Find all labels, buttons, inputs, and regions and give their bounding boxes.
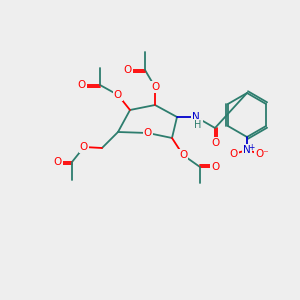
Text: O: O xyxy=(151,82,159,92)
Text: O: O xyxy=(144,128,152,138)
Text: O: O xyxy=(211,162,219,172)
Text: O: O xyxy=(124,65,132,75)
Text: N: N xyxy=(243,145,251,155)
Text: O: O xyxy=(114,90,122,100)
Text: O: O xyxy=(179,150,187,160)
Text: O: O xyxy=(230,149,238,159)
Text: O: O xyxy=(211,138,219,148)
Text: O: O xyxy=(78,80,86,90)
Text: O: O xyxy=(54,157,62,167)
Text: H: H xyxy=(194,120,202,130)
Text: N: N xyxy=(192,112,200,122)
Text: O: O xyxy=(80,142,88,152)
Text: +: + xyxy=(248,142,254,152)
Text: O⁻: O⁻ xyxy=(255,149,269,159)
